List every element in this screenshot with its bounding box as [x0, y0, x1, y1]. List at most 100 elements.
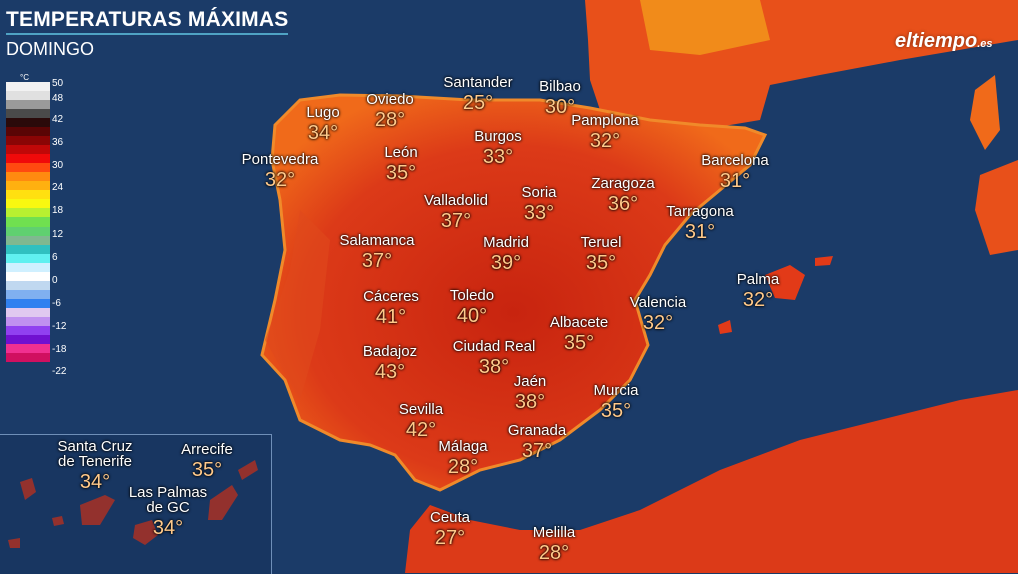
north-africa	[405, 390, 1018, 573]
city-name: Albacete	[549, 314, 609, 331]
city-temperature: 34°	[152, 517, 184, 539]
city-temperature: 35°	[600, 400, 632, 422]
city-name: Arrecife	[181, 441, 233, 458]
city-name: Santander	[443, 74, 513, 91]
city-name: Teruel	[580, 234, 622, 251]
legend-tick: 30	[52, 160, 64, 171]
city-label: Teruel 35°	[581, 235, 622, 273]
legend-swatch	[6, 145, 50, 155]
legend-tick: -6	[52, 298, 61, 309]
city-name: Las Palmas	[128, 484, 208, 501]
city-temperature: 35°	[563, 332, 595, 354]
legend-swatch	[6, 208, 50, 218]
city-temperature: 28°	[374, 109, 406, 131]
city-label: Ceuta 27°	[430, 510, 470, 548]
ibiza	[718, 320, 732, 334]
mallorca	[765, 265, 805, 300]
menorca	[815, 256, 833, 266]
city-name: Pontevedra	[241, 151, 319, 168]
city-label: Arrecife 35°	[181, 442, 233, 480]
city-label: Salamanca 37°	[339, 233, 414, 271]
city-name: Oviedo	[366, 91, 414, 108]
city-name: Ceuta	[429, 509, 471, 526]
city-label: Pamplona 32°	[571, 113, 639, 151]
city-temperature: 35°	[385, 162, 417, 184]
city-temperature: 39°	[490, 252, 522, 274]
city-label: Sevilla 42°	[399, 402, 443, 440]
city-name: Málaga	[438, 438, 488, 455]
city-temperature: 38°	[514, 391, 546, 413]
legend-swatch	[6, 307, 50, 317]
city-temperature: 37°	[521, 440, 553, 462]
legend-swatch	[6, 298, 50, 308]
city-temperature: 41°	[375, 306, 407, 328]
city-label: Las Palmas de GC 34°	[129, 485, 207, 538]
legend-swatch	[6, 271, 50, 281]
legend-swatch	[6, 100, 50, 110]
legend-swatch	[6, 154, 50, 164]
legend-tick: -18	[52, 344, 67, 355]
map-title: TEMPERATURAS MÁXIMAS	[6, 8, 289, 35]
legend-tick: 50	[52, 78, 64, 89]
canary-islands-inset	[0, 434, 272, 574]
city-label: Badajoz 43°	[363, 344, 417, 382]
city-temperature: 33°	[523, 202, 555, 224]
legend-tick: -12	[52, 321, 67, 332]
city-temperature: 34°	[79, 471, 111, 493]
city-label: Ciudad Real 38°	[453, 339, 536, 377]
logo-suffix: .es	[977, 38, 993, 50]
city-name: Granada	[507, 422, 567, 439]
city-temperature: 37°	[440, 210, 472, 232]
legend-swatch	[6, 199, 50, 209]
city-name: Salamanca	[339, 232, 415, 249]
legend-swatch	[6, 118, 50, 128]
city-name: Palma	[736, 271, 780, 288]
city-name: Burgos	[474, 128, 522, 145]
city-label: Soria 33°	[521, 185, 556, 223]
sardinia	[975, 160, 1018, 255]
legend-swatch	[6, 325, 50, 335]
legend-swatch	[6, 127, 50, 137]
eltiempo-logo: eltiempo.es	[895, 30, 993, 53]
city-name: Jaén	[513, 373, 547, 390]
legend-tick: 6	[52, 252, 58, 263]
city-label: Oviedo 28°	[366, 92, 414, 130]
city-name: Madrid	[483, 234, 529, 251]
legend-tick: 24	[52, 182, 64, 193]
city-temperature: 31°	[684, 221, 716, 243]
city-temperature: 30°	[544, 96, 576, 118]
legend-swatch	[6, 253, 50, 263]
map-subtitle: DOMINGO	[6, 39, 94, 59]
city-temperature: 34°	[307, 122, 339, 144]
city-name: Badajoz	[362, 343, 418, 360]
city-label: Málaga 28°	[438, 439, 487, 477]
city-name: Toledo	[449, 287, 495, 304]
city-name: Barcelona	[701, 152, 769, 169]
city-label: Melilla 28°	[533, 525, 576, 563]
city-name: Zaragoza	[591, 175, 655, 192]
city-temperature: 28°	[447, 456, 479, 478]
city-label: Bilbao 30°	[539, 79, 581, 117]
france-hot-band	[640, 0, 770, 55]
legend-swatch	[6, 244, 50, 254]
city-temperature: 27°	[434, 527, 466, 549]
city-temperature: 43°	[374, 361, 406, 383]
city-label: Cáceres 41°	[363, 289, 419, 327]
city-label: Palma 32°	[737, 272, 780, 310]
city-name: Valencia	[629, 294, 687, 311]
legend-tick: -22	[52, 366, 67, 377]
legend-swatch	[6, 190, 50, 200]
legend-swatch	[6, 172, 50, 182]
city-label: Santander 25°	[443, 75, 512, 113]
city-label: Murcia 35°	[593, 383, 638, 421]
logo-text: eltiempo	[895, 30, 978, 52]
city-name: de Tenerife	[58, 453, 132, 470]
city-name: Ciudad Real	[452, 338, 536, 355]
city-temperature: 28°	[538, 542, 570, 564]
legend-swatch	[6, 163, 50, 173]
legend-tick: 48	[52, 93, 64, 104]
city-label: Pontevedra 32°	[242, 152, 319, 190]
city-name: Cáceres	[363, 288, 419, 305]
city-label: Jaén 38°	[514, 374, 547, 412]
